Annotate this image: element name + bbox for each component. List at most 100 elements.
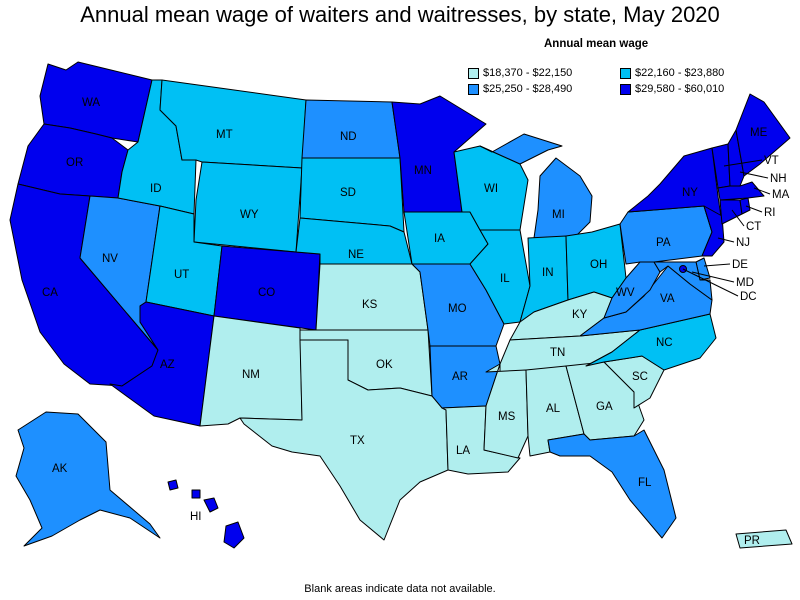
legend-title: Annual mean wage [544, 38, 649, 50]
label-sd: SD [340, 187, 356, 199]
state-ak[interactable] [15, 411, 161, 547]
label-ma: MA [772, 189, 790, 201]
label-al: AL [546, 403, 561, 415]
label-nm: NM [242, 369, 260, 381]
label-oh: OH [590, 259, 607, 271]
callout-de [703, 263, 731, 267]
state-pa[interactable] [619, 205, 713, 265]
label-mo: MO [448, 303, 467, 315]
label-hi: HI [190, 511, 202, 523]
label-in: IN [542, 267, 554, 279]
state-ct[interactable] [719, 199, 743, 225]
label-co: CO [258, 287, 275, 299]
page-title: Annual mean wage of waiters and waitress… [80, 2, 720, 27]
state-mi-lower[interactable] [533, 157, 593, 239]
label-md: MD [736, 277, 754, 289]
label-ar: AR [452, 371, 468, 383]
state-hi-island-2[interactable] [203, 497, 219, 513]
state-tx[interactable] [239, 339, 449, 541]
callout-ct [731, 209, 745, 227]
label-ct: CT [746, 221, 761, 233]
state-pr[interactable] [735, 529, 793, 549]
state-ri[interactable] [739, 197, 751, 215]
label-va: VA [660, 293, 675, 305]
state-hi-group [167, 479, 245, 549]
label-nh: NH [770, 173, 787, 185]
state-hi[interactable] [223, 521, 245, 549]
label-vt: VT [764, 155, 779, 167]
label-fl: FL [638, 477, 652, 489]
label-nc: NC [656, 337, 673, 349]
label-mt: MT [216, 129, 233, 141]
state-mi[interactable] [479, 133, 563, 165]
legend-item-c2: $22,160 - $23,880 [620, 67, 724, 79]
label-ms: MS [498, 411, 516, 423]
state-fl[interactable] [547, 429, 677, 539]
legend-swatch-c4 [620, 83, 631, 95]
label-nj: NJ [736, 237, 750, 249]
label-ky: KY [572, 309, 588, 321]
callout-vt [723, 159, 763, 167]
label-tn: TN [550, 347, 565, 359]
label-ks: KS [362, 299, 378, 311]
label-mn: MN [414, 165, 432, 177]
label-ga: GA [596, 401, 613, 413]
callout-nj [717, 237, 735, 243]
legend-item-c3: $25,250 - $28,490 [468, 83, 572, 95]
legend-swatch-c2 [620, 67, 631, 79]
label-az: AZ [160, 359, 175, 371]
label-sc: SC [632, 371, 648, 383]
label-dc: DC [740, 291, 757, 303]
label-or: OR [66, 157, 83, 169]
label-pa: PA [656, 237, 671, 249]
legend-label-c2: $22,160 - $23,880 [635, 67, 725, 79]
state-il[interactable] [469, 229, 531, 325]
state-nd[interactable] [301, 99, 401, 159]
label-ri: RI [764, 207, 776, 219]
legend-label-c4: $29,580 - $60,010 [635, 83, 725, 95]
state-md[interactable] [653, 261, 713, 301]
footnote: Blank areas indicate data not available. [304, 583, 496, 595]
callout-ma [753, 187, 771, 195]
label-ne: NE [348, 249, 364, 261]
label-nv: NV [102, 253, 118, 265]
label-ak: AK [52, 463, 68, 475]
label-pr: PR [744, 535, 760, 547]
label-il: IL [500, 273, 510, 285]
label-ny: NY [682, 187, 698, 199]
legend-label-c1: $18,370 - $22,150 [483, 67, 573, 79]
label-wa: WA [82, 97, 100, 109]
label-ok: OK [376, 359, 393, 371]
callout-nh [739, 171, 769, 179]
legend-item-c4: $29,580 - $60,010 [620, 83, 724, 95]
label-ca: CA [42, 287, 58, 299]
legend-swatch-c1 [468, 67, 479, 79]
label-mi: MI [552, 209, 565, 221]
state-me[interactable] [735, 93, 791, 177]
legend-swatch-c3 [468, 83, 479, 95]
label-wi: WI [484, 183, 498, 195]
state-wy[interactable] [193, 161, 303, 253]
state-az[interactable] [109, 301, 215, 427]
label-nd: ND [340, 131, 357, 143]
label-ut: UT [174, 269, 189, 281]
state-hi-island-4[interactable] [167, 479, 179, 491]
label-la: LA [456, 445, 470, 457]
state-hi-island-3[interactable] [191, 489, 201, 499]
label-wy: WY [240, 209, 259, 221]
callout-md [691, 271, 735, 283]
state-mt[interactable] [159, 79, 307, 169]
label-tx: TX [350, 435, 365, 447]
label-wv: WV [616, 287, 635, 299]
state-ks[interactable] [315, 263, 429, 331]
state-nc[interactable] [585, 313, 717, 371]
legend-item-c1: $18,370 - $22,150 [468, 67, 572, 79]
legend-label-c3: $25,250 - $28,490 [483, 83, 573, 95]
label-de: DE [732, 259, 748, 271]
callout-ri [745, 205, 763, 213]
label-ia: IA [434, 233, 445, 245]
callout-dc [682, 268, 739, 297]
label-me: ME [750, 127, 768, 139]
label-id: ID [150, 183, 162, 195]
